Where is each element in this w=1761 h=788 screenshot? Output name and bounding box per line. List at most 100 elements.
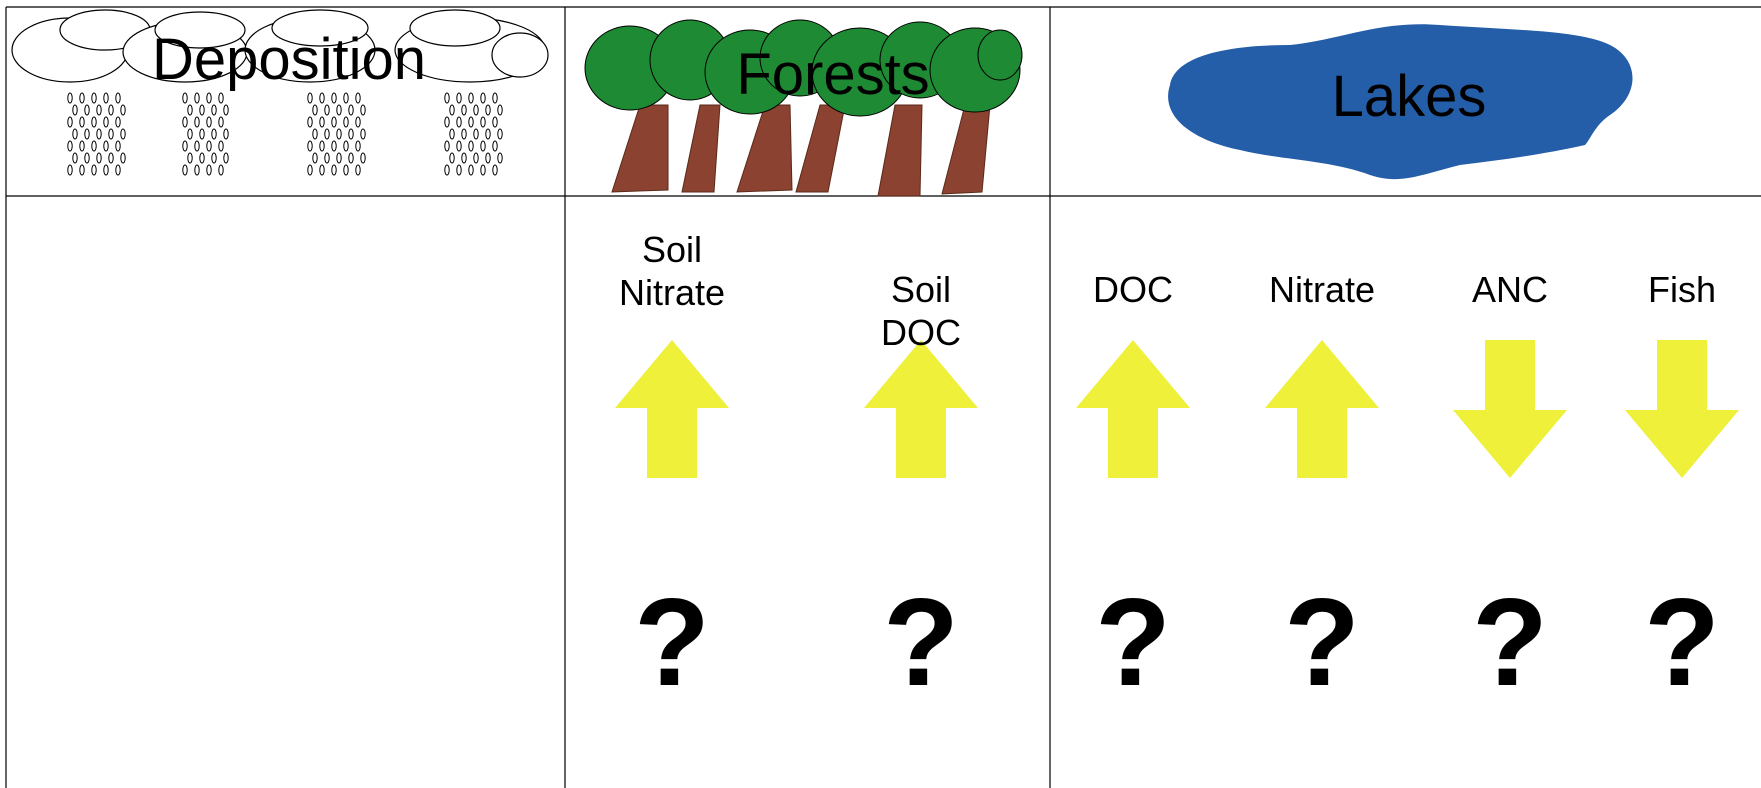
arrow-up xyxy=(615,340,729,478)
rain-drop xyxy=(97,129,101,139)
arrow-down xyxy=(1453,340,1567,478)
rain-drop xyxy=(109,105,113,115)
rain-drop xyxy=(320,93,324,103)
rain-drop xyxy=(85,105,89,115)
rain-drop xyxy=(481,93,485,103)
rain-drop xyxy=(200,105,204,115)
rain-drop xyxy=(207,93,211,103)
rain-drop xyxy=(349,105,353,115)
rain-drop xyxy=(68,141,72,151)
arrow-up xyxy=(1076,340,1190,478)
rain-drop xyxy=(320,165,324,175)
rain-drop xyxy=(445,117,449,127)
rain-drop xyxy=(200,153,204,163)
rain-drop xyxy=(493,93,497,103)
rain-drop xyxy=(85,153,89,163)
rain-drop xyxy=(481,117,485,127)
status-mark: ? xyxy=(1284,581,1360,705)
rain-drop xyxy=(183,117,187,127)
rain-drop xyxy=(121,105,125,115)
rain-drop xyxy=(73,129,77,139)
column-header: Deposition xyxy=(152,31,426,89)
rain-drop xyxy=(219,117,223,127)
rain-drop xyxy=(85,129,89,139)
rain-drop xyxy=(337,153,341,163)
rain-drop xyxy=(344,165,348,175)
rain-drop xyxy=(121,129,125,139)
rain-drop xyxy=(450,105,454,115)
rain-drop xyxy=(92,117,96,127)
rain-drop xyxy=(486,105,490,115)
rain-drop xyxy=(462,129,466,139)
indicator-label: Soil DOC xyxy=(856,268,986,354)
rain-drop xyxy=(195,141,199,151)
rain-drop xyxy=(498,153,502,163)
rain-drop xyxy=(97,153,101,163)
rain-drop xyxy=(219,93,223,103)
rain-drop xyxy=(493,165,497,175)
rain-drop xyxy=(313,129,317,139)
rain-drop xyxy=(474,105,478,115)
rain-drop xyxy=(356,165,360,175)
rain-drop xyxy=(457,141,461,151)
rain-drop xyxy=(80,93,84,103)
rain-drop xyxy=(116,117,120,127)
rain-drop xyxy=(486,153,490,163)
indicator-label: Nitrate xyxy=(1257,268,1387,311)
rain-drop xyxy=(313,105,317,115)
rain-drop xyxy=(337,105,341,115)
rain-drop xyxy=(183,141,187,151)
rain-drop xyxy=(462,153,466,163)
rain-drop xyxy=(457,93,461,103)
rain-drop xyxy=(183,93,187,103)
rain-drop xyxy=(116,141,120,151)
rain-drop xyxy=(498,129,502,139)
rain-drop xyxy=(325,153,329,163)
rain-drop xyxy=(80,165,84,175)
rain-drop xyxy=(207,117,211,127)
rain-drop xyxy=(73,153,77,163)
rain-drop xyxy=(207,165,211,175)
rain-drop xyxy=(212,105,216,115)
rain-drop xyxy=(486,129,490,139)
rain-drop xyxy=(450,153,454,163)
column-header: Lakes xyxy=(1332,68,1487,126)
rain-drop xyxy=(224,105,228,115)
rain-drop xyxy=(195,93,199,103)
rain-drop xyxy=(337,129,341,139)
status-mark: ? xyxy=(634,581,710,705)
rain-drop xyxy=(92,165,96,175)
rain-drop xyxy=(80,141,84,151)
rain-drop xyxy=(332,117,336,127)
rain-drop xyxy=(493,141,497,151)
rain-drop xyxy=(332,165,336,175)
rain-drop xyxy=(80,117,84,127)
rain-drop xyxy=(474,129,478,139)
rain-drop xyxy=(349,153,353,163)
rain-drop xyxy=(68,165,72,175)
rain-drop xyxy=(104,141,108,151)
rain-drop xyxy=(104,117,108,127)
rain-drop xyxy=(188,105,192,115)
rain-drop xyxy=(469,165,473,175)
indicator-label: Fish xyxy=(1617,268,1747,311)
column-header: Forests xyxy=(736,46,929,104)
rain-drop xyxy=(481,141,485,151)
rain-drop xyxy=(116,165,120,175)
rain-drop xyxy=(356,117,360,127)
rain-drop xyxy=(469,93,473,103)
rain-drop xyxy=(308,117,312,127)
page: Deposition Forests Lakes Soil Nitrate?So… xyxy=(0,0,1761,788)
rain-drop xyxy=(462,105,466,115)
rain-drop xyxy=(200,129,204,139)
rain-drop xyxy=(320,141,324,151)
rain-drop xyxy=(73,105,77,115)
rain-drop xyxy=(361,153,365,163)
rain-drop xyxy=(498,105,502,115)
arrow-down xyxy=(1625,340,1739,478)
rain-drop xyxy=(109,153,113,163)
rain-drop xyxy=(68,93,72,103)
rain-drop xyxy=(457,165,461,175)
status-mark: ? xyxy=(1644,581,1720,705)
rain-drop xyxy=(332,141,336,151)
